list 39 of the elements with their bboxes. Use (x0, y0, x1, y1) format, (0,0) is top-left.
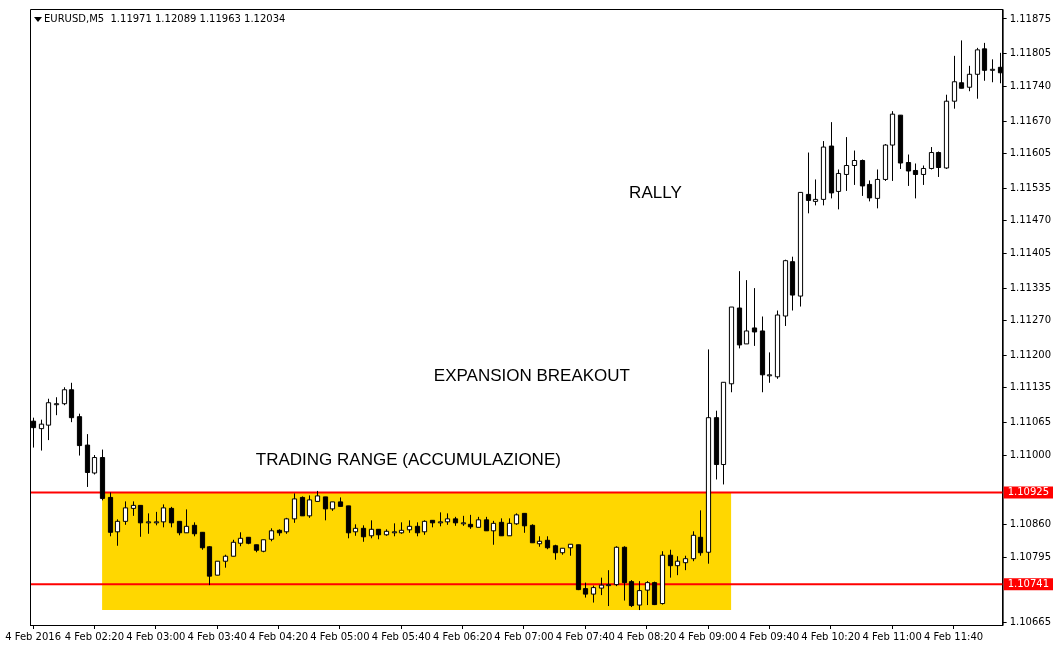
x-tick-label: 4 Feb 07:40 (555, 630, 615, 642)
annotation: EXPANSION BREAKOUT (433, 365, 630, 385)
x-tick-label: 4 Feb 03:00 (126, 630, 186, 642)
y-tick-label: 1.11405 (1009, 246, 1052, 258)
y-tick-label: 1.11805 (1009, 47, 1052, 59)
y-tick-label: 1.10795 (1009, 550, 1052, 562)
y-tick-label: 1.11740 (1009, 79, 1052, 91)
y-tick-label: 1.11470 (1009, 214, 1052, 226)
x-tick-label: 4 Feb 04:20 (248, 630, 309, 642)
x-tick-label: 4 Feb 02:20 (64, 630, 125, 642)
x-tick-label: 4 Feb 11:40 (923, 630, 984, 642)
annotation: RALLY (629, 183, 682, 203)
x-tick-label: 4 Feb 11:00 (862, 630, 922, 642)
x-tick-label: 4 Feb 06:20 (433, 630, 493, 642)
x-tick-label: 4 Feb 07:00 (494, 630, 554, 642)
y-tick-label: 1.11270 (1009, 314, 1052, 326)
x-tick-label: 4 Feb 10:20 (801, 630, 861, 642)
x-tick-label: 4 Feb 2016 (5, 630, 62, 642)
x-tick-label: 4 Feb 09:00 (678, 630, 738, 642)
x-tick-label: 4 Feb 05:40 (371, 630, 431, 642)
annotation: TRADING RANGE (ACCUMULAZIONE) (255, 449, 561, 469)
ref-line-label: 1.10925 (1007, 486, 1050, 498)
y-tick-label: 1.11000 (1009, 448, 1052, 460)
x-tick-label: 4 Feb 03:40 (187, 630, 247, 642)
y-tick-label: 1.10860 (1009, 518, 1052, 530)
y-tick-label: 1.11535 (1009, 182, 1052, 194)
chart-title: EURUSD,M5 1.11971 1.12089 1.11963 1.12034 (44, 12, 286, 24)
y-tick-label: 1.11200 (1009, 348, 1052, 360)
y-tick-label: 1.11065 (1009, 416, 1052, 428)
ref-line-label: 1.10741 (1007, 577, 1050, 589)
y-tick-label: 1.10665 (1009, 615, 1052, 627)
y-tick-label: 1.11875 (1009, 12, 1052, 24)
y-tick-label: 1.11670 (1009, 114, 1052, 126)
y-tick-label: 1.11605 (1009, 147, 1052, 159)
y-tick-label: 1.11335 (1009, 281, 1052, 293)
x-tick-label: 4 Feb 09:40 (739, 630, 800, 642)
x-tick-label: 4 Feb 08:20 (617, 630, 677, 642)
x-tick-label: 4 Feb 05:00 (310, 630, 370, 642)
y-tick-label: 1.11135 (1009, 381, 1052, 393)
